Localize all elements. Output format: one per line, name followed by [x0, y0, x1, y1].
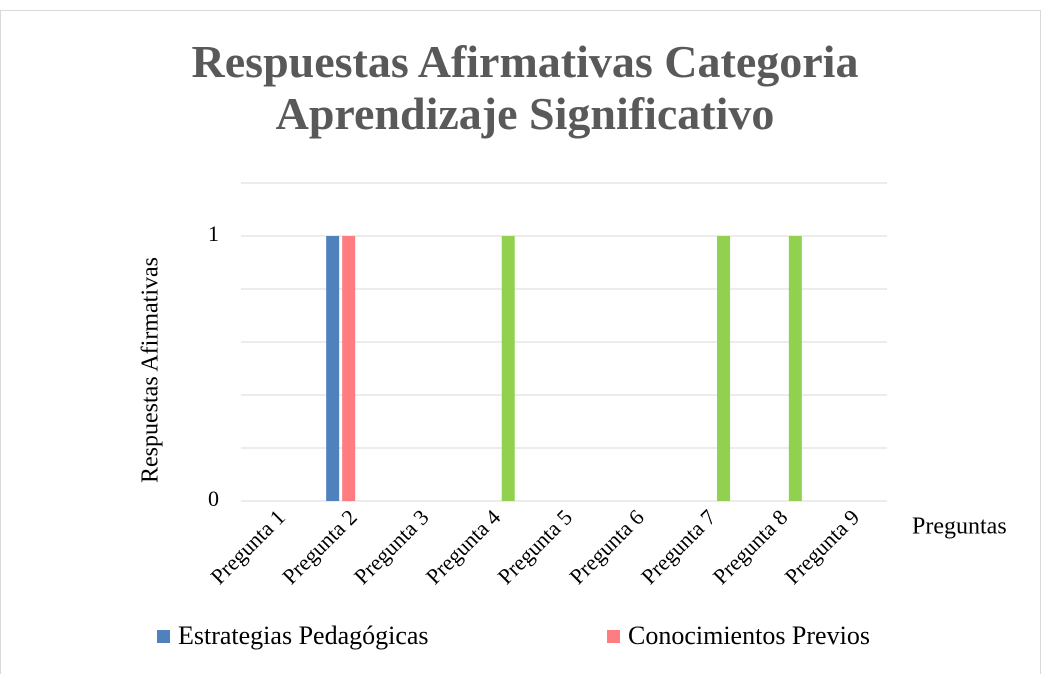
x-tick-label: Pregunta 8 [708, 504, 793, 589]
x-tick-label: Pregunta 1 [205, 504, 290, 589]
legend-swatch [157, 630, 170, 643]
x-tick-label: Pregunta 4 [421, 504, 506, 589]
x-tick-label: Pregunta 5 [492, 504, 577, 589]
legend-label: Estrategias Pedagógicas [178, 621, 429, 650]
y-tick-label: 0 [208, 486, 219, 511]
bar [788, 236, 802, 501]
chart-frame [0, 10, 1041, 674]
x-tick-label: Pregunta 3 [349, 504, 434, 589]
x-tick-label: Pregunta 2 [277, 504, 362, 589]
x-tick-label: Pregunta 6 [564, 504, 649, 589]
x-tick-label: Pregunta 7 [636, 504, 721, 589]
bar [326, 236, 340, 501]
bar [342, 236, 356, 501]
x-tick-label: Pregunta 9 [780, 504, 865, 589]
x-axis-label: Preguntas [912, 514, 1007, 540]
chart-title: Respuestas Afirmativas Categoria Aprendi… [191, 36, 859, 139]
legend-swatch [607, 630, 620, 643]
bar [501, 236, 515, 501]
bar [717, 236, 731, 501]
y-axis-label: Respuestas Afirmativas [138, 257, 164, 483]
y-tick-label: 1 [208, 221, 219, 246]
legend-label: Conocimientos Previos [628, 621, 870, 650]
